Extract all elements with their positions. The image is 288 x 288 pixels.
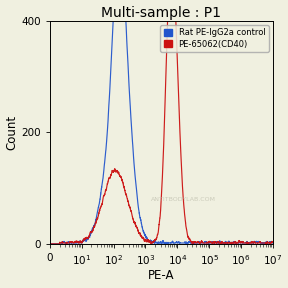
Legend: Rat PE-IgG2a control, PE-65062(CD40): Rat PE-IgG2a control, PE-65062(CD40) bbox=[160, 25, 269, 52]
Text: ANTITBODYLAB.COM: ANTITBODYLAB.COM bbox=[151, 197, 216, 202]
Y-axis label: Count: Count bbox=[5, 115, 18, 150]
Title: Multi-sample : P1: Multi-sample : P1 bbox=[101, 5, 221, 20]
X-axis label: PE-A: PE-A bbox=[148, 270, 175, 283]
